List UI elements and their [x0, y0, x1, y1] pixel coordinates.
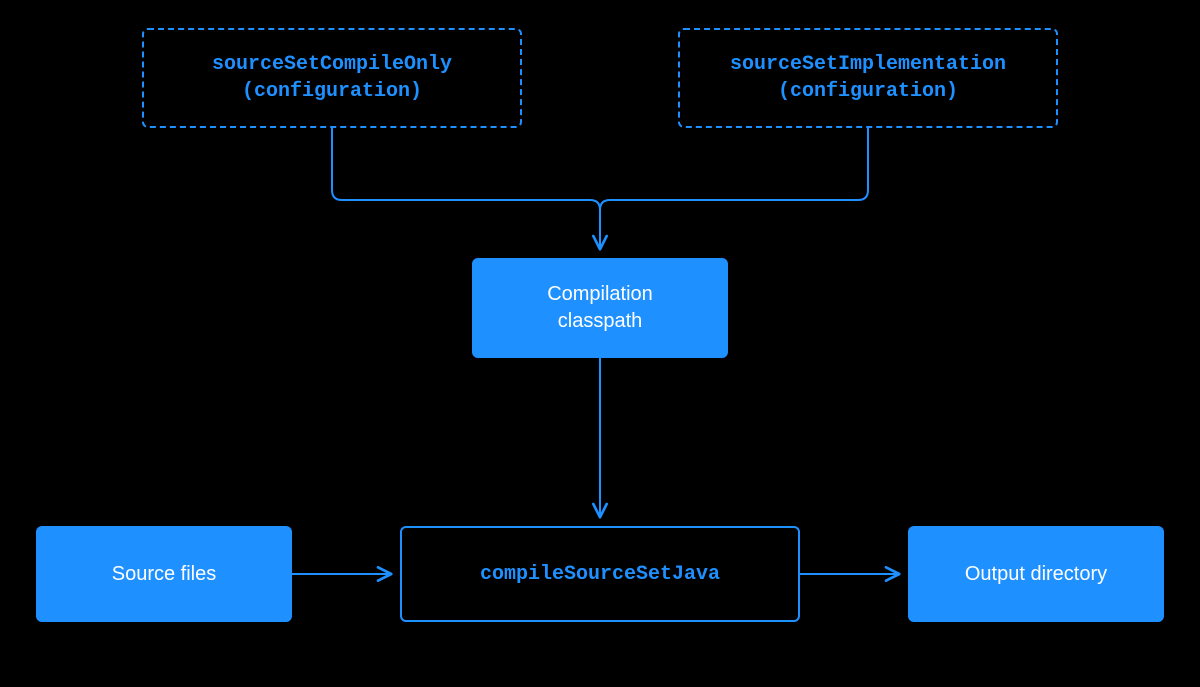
edge-compileOnly-to-classpath	[332, 128, 600, 248]
edge-implementation-to-classpath	[600, 128, 868, 248]
node-compile-source-set-java: compileSourceSetJava	[400, 526, 800, 622]
node-label: Output directory	[965, 561, 1107, 588]
node-sublabel: (configuration)	[778, 78, 958, 105]
node-label: sourceSetCompileOnly	[212, 51, 452, 78]
node-label: Source files	[112, 561, 217, 588]
node-source-set-compile-only: sourceSetCompileOnly (configuration)	[142, 28, 522, 128]
node-compilation-classpath: Compilation classpath	[472, 258, 728, 358]
node-sublabel: classpath	[558, 308, 643, 335]
node-label: Compilation	[547, 281, 653, 308]
node-source-set-implementation: sourceSetImplementation (configuration)	[678, 28, 1058, 128]
node-label: compileSourceSetJava	[480, 561, 720, 588]
node-output-directory: Output directory	[908, 526, 1164, 622]
node-label: sourceSetImplementation	[730, 51, 1006, 78]
node-source-files: Source files	[36, 526, 292, 622]
node-sublabel: (configuration)	[242, 78, 422, 105]
